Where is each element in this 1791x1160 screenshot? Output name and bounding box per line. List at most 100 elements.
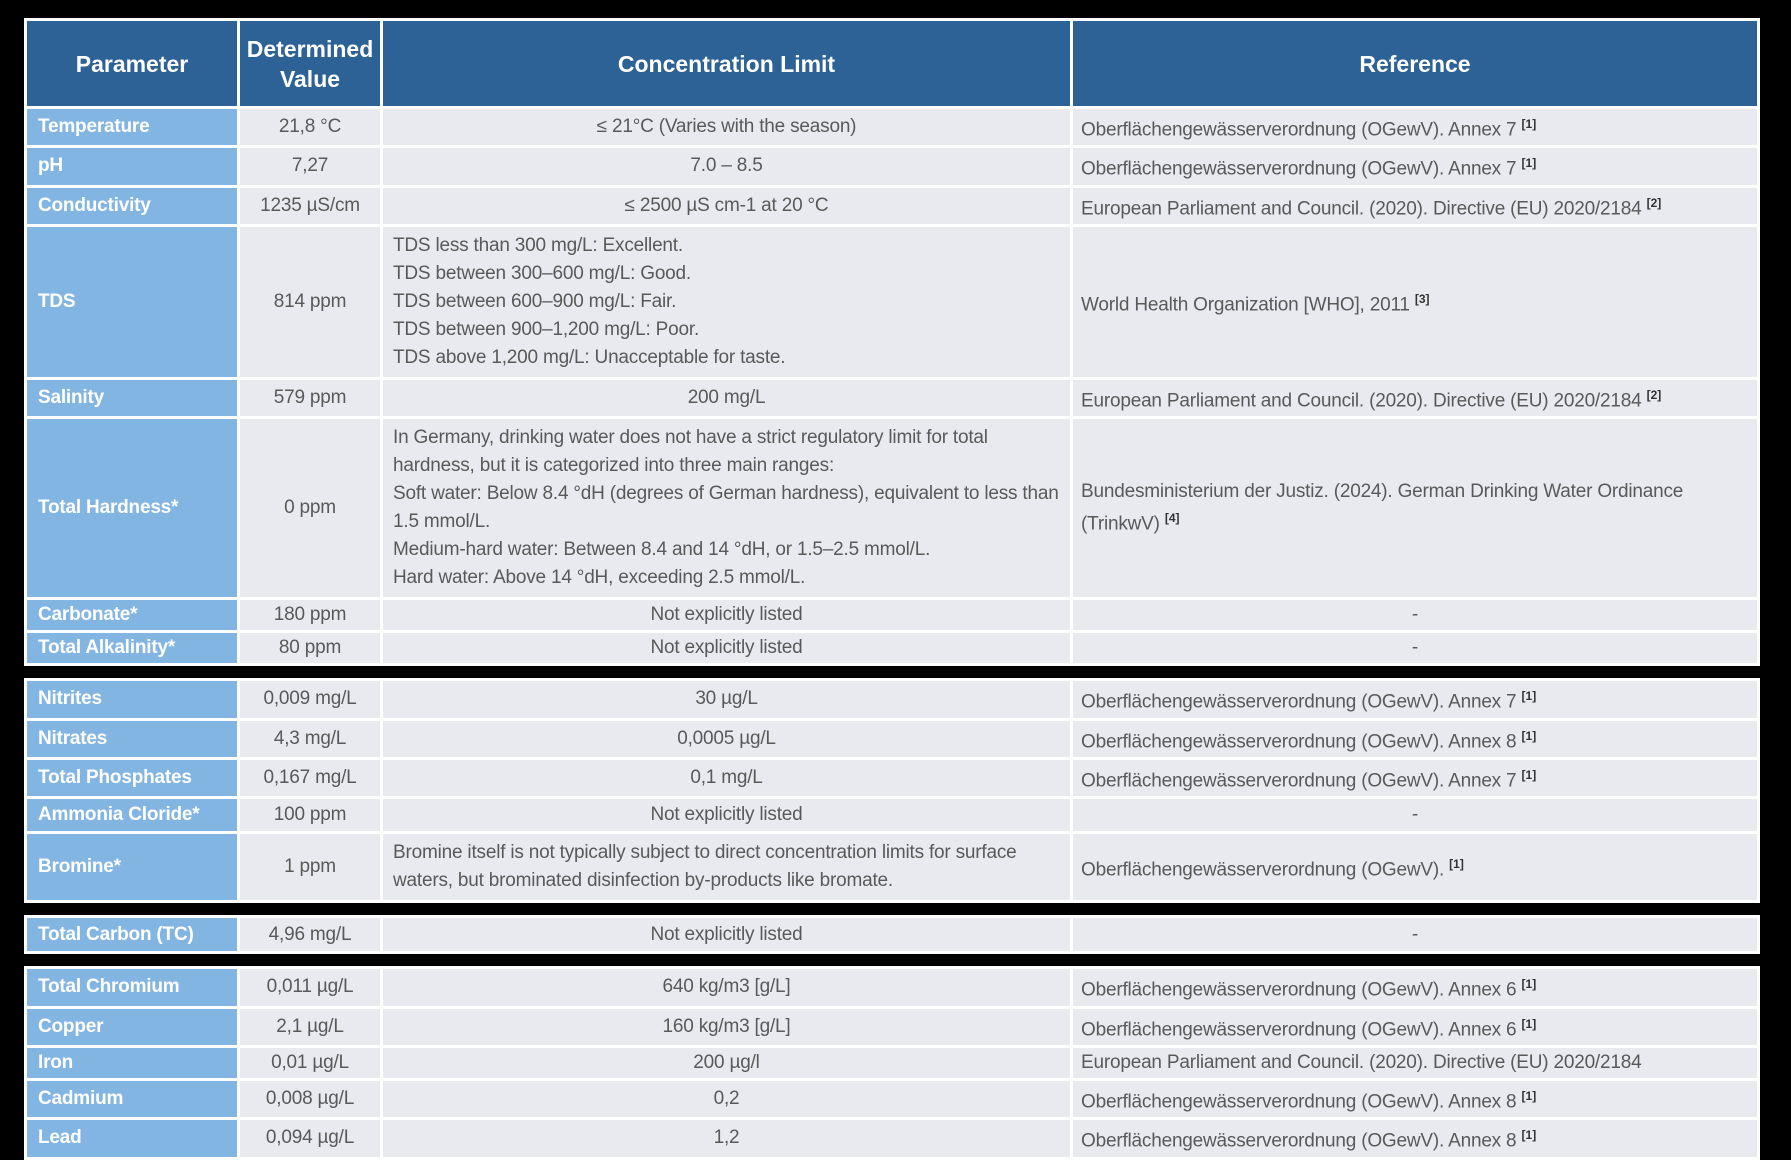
table-section-carbon: Total Carbon (TC) 4,96 mg/L Not explicitly…	[24, 915, 1760, 955]
parameter-cell: Carbonate*	[27, 600, 237, 631]
concentration-limit-cell: 0,0005 µg/L	[383, 720, 1070, 757]
reference-text: -	[1411, 804, 1419, 826]
reference-text: Oberflächengewässerverordnung (OGewV). A…	[1081, 979, 1517, 1001]
reference-cell: Oberflächengewässerverordnung (OGewV). A…	[1073, 720, 1757, 757]
reference-cell: World Health Organization [WHO], 2011 [3…	[1073, 226, 1757, 377]
determined-value-cell: 180 ppm	[240, 600, 380, 631]
reference-citation-superscript: [1]	[1449, 857, 1464, 872]
table-row: Temperature 21,8 °C ≤ 21°C (Varies with th…	[27, 109, 1757, 146]
reference-cell: European Parliament and Council. (2020).…	[1073, 187, 1757, 224]
determined-value-cell: 1 ppm	[240, 834, 380, 901]
determined-value-cell: 21,8 °C	[240, 109, 380, 146]
parameter-cell: pH	[27, 148, 237, 185]
determined-value-cell: 100 ppm	[240, 799, 380, 832]
table-row: Bromine* 1 ppm Bromine itself is not typic…	[27, 834, 1757, 901]
reference-text: -	[1411, 637, 1419, 659]
determined-value-cell: 0,094 µg/L	[240, 1120, 380, 1157]
table-row: Copper 2,1 µg/L 160 kg/m3 [g/L] Oberflächen…	[27, 1008, 1757, 1045]
concentration-limit-cell: 7.0 – 8.5	[383, 148, 1070, 185]
reference-text: Oberflächengewässerverordnung (OGewV). A…	[1081, 1091, 1517, 1113]
determined-value-cell: 4,96 mg/L	[240, 918, 380, 952]
reference-citation-superscript: [1]	[1521, 689, 1537, 704]
parameter-cell: Copper	[27, 1008, 237, 1045]
reference-cell: -	[1073, 799, 1757, 832]
reference-text: World Health Organization [WHO], 2011	[1081, 294, 1410, 316]
table-section-metals: Total Chromium 0,011 µg/L 640 kg/m3 [g/L] O…	[24, 966, 1760, 1160]
column-header-concentration-limit: Concentration Limit	[383, 21, 1070, 106]
reference-text: Oberflächengewässerverordnung (OGewV). A…	[1081, 770, 1517, 792]
table-row: Total Carbon (TC) 4,96 mg/L Not explicitly…	[27, 918, 1757, 952]
concentration-limit-cell: 0,1 mg/L	[383, 759, 1070, 797]
reference-text: -	[1411, 923, 1419, 945]
determined-value-cell: 1235 µS/cm	[240, 187, 380, 224]
parameter-cell: Conductivity	[27, 187, 237, 224]
reference-cell: -	[1073, 633, 1757, 664]
table-row: Total Hardness* 0 ppm In Germany, drinking…	[27, 419, 1757, 598]
table-row: Total Chromium 0,011 µg/L 640 kg/m3 [g/L] O…	[27, 969, 1757, 1006]
reference-text: Oberflächengewässerverordnung (OGewV). A…	[1081, 158, 1517, 180]
parameter-cell: Ammonia Cloride*	[27, 799, 237, 832]
reference-citation-superscript: [1]	[1521, 767, 1537, 782]
reference-citation-superscript: [1]	[1521, 1016, 1537, 1031]
determined-value-cell: 2,1 µg/L	[240, 1008, 380, 1045]
determined-value-cell: 0,008 µg/L	[240, 1080, 380, 1118]
parameter-cell: Total Carbon (TC)	[27, 918, 237, 952]
table-row: Cadmium 0,008 µg/L 0,2 Oberflächengewässerv…	[27, 1080, 1757, 1118]
parameter-cell: Iron	[27, 1047, 237, 1078]
concentration-limit-cell: In Germany, drinking water does not have…	[383, 419, 1070, 598]
reference-citation-superscript: [3]	[1414, 291, 1430, 306]
table-row: Total Alkalinity* 80 ppm Not explicitly li…	[27, 633, 1757, 664]
water-quality-table: Parameter Determined Value Concentration L…	[24, 18, 1760, 1160]
concentration-limit-cell: Bromine itself is not typically subject …	[383, 834, 1070, 901]
reference-cell: -	[1073, 600, 1757, 631]
concentration-limit-cell: 0,2	[383, 1080, 1070, 1118]
table-row: Lead 0,094 µg/L 1,2 Oberflächengewässervero…	[27, 1120, 1757, 1157]
reference-text: Bundesministerium der Justiz. (2024). Ge…	[1081, 481, 1684, 535]
concentration-limit-cell: 200 µg/l	[383, 1047, 1070, 1078]
header-row: Parameter Determined Value Concentration L…	[27, 21, 1757, 106]
table-row: Ammonia Cloride* 100 ppm Not explicitly li…	[27, 799, 1757, 832]
concentration-limit-cell: 30 µg/L	[383, 681, 1070, 718]
section-divider	[24, 666, 1760, 678]
concentration-limit-cell: Not explicitly listed	[383, 600, 1070, 631]
reference-cell: Oberflächengewässerverordnung (OGewV). A…	[1073, 148, 1757, 185]
parameter-cell: Total Alkalinity*	[27, 633, 237, 664]
table-row: Iron 0,01 µg/L 200 µg/l European Parliament…	[27, 1047, 1757, 1078]
reference-cell: Oberflächengewässerverordnung (OGewV). […	[1073, 834, 1757, 901]
determined-value-cell: 579 ppm	[240, 379, 380, 417]
reference-text: Oberflächengewässerverordnung (OGewV). A…	[1081, 1130, 1517, 1152]
reference-cell: Oberflächengewässerverordnung (OGewV). A…	[1073, 109, 1757, 146]
reference-citation-superscript: [4]	[1164, 511, 1180, 526]
reference-text: Oberflächengewässerverordnung (OGewV). A…	[1081, 1018, 1517, 1040]
table-row: Carbonate* 180 ppm Not explicitly listed -	[27, 600, 1757, 631]
reference-text: European Parliament and Council. (2020).…	[1081, 197, 1642, 219]
concentration-limit-cell: Not explicitly listed	[383, 633, 1070, 664]
reference-cell: Oberflächengewässerverordnung (OGewV). A…	[1073, 681, 1757, 718]
parameter-cell: Total Chromium	[27, 969, 237, 1006]
reference-cell: Oberflächengewässerverordnung (OGewV). A…	[1073, 759, 1757, 797]
table-row: Salinity 579 ppm 200 mg/L European Parliame…	[27, 379, 1757, 417]
reference-citation-superscript: [1]	[1521, 728, 1537, 743]
table-row: pH 7,27 7.0 – 8.5 Oberflächengewässerverord…	[27, 148, 1757, 185]
concentration-limit-cell: 200 mg/L	[383, 379, 1070, 417]
reference-cell: Oberflächengewässerverordnung (OGewV). A…	[1073, 1120, 1757, 1157]
reference-citation-superscript: [2]	[1646, 195, 1662, 210]
concentration-limit-cell: TDS less than 300 mg/L: Excellent. TDS b…	[383, 226, 1070, 377]
reference-text: European Parliament and Council. (2020).…	[1081, 1051, 1642, 1073]
concentration-limit-cell: 640 kg/m3 [g/L]	[383, 969, 1070, 1006]
table-row: Total Phosphates 0,167 mg/L 0,1 mg/L Oberfl…	[27, 759, 1757, 797]
column-header-reference: Reference	[1073, 21, 1757, 106]
concentration-limit-cell: Not explicitly listed	[383, 799, 1070, 832]
reference-cell: Oberflächengewässerverordnung (OGewV). A…	[1073, 1008, 1757, 1045]
determined-value-cell: 0,011 µg/L	[240, 969, 380, 1006]
concentration-limit-cell: ≤ 2500 µS cm-1 at 20 °C	[383, 187, 1070, 224]
reference-text: Oberflächengewässerverordnung (OGewV). A…	[1081, 730, 1517, 752]
parameter-cell: Nitrites	[27, 681, 237, 718]
parameter-cell: TDS	[27, 226, 237, 377]
table-row: TDS 814 ppm TDS less than 300 mg/L: Excell…	[27, 226, 1757, 377]
reference-citation-superscript: [1]	[1521, 156, 1537, 171]
determined-value-cell: 4,3 mg/L	[240, 720, 380, 757]
concentration-limit-cell: Not explicitly listed	[383, 918, 1070, 952]
reference-citation-superscript: [1]	[1521, 977, 1537, 992]
